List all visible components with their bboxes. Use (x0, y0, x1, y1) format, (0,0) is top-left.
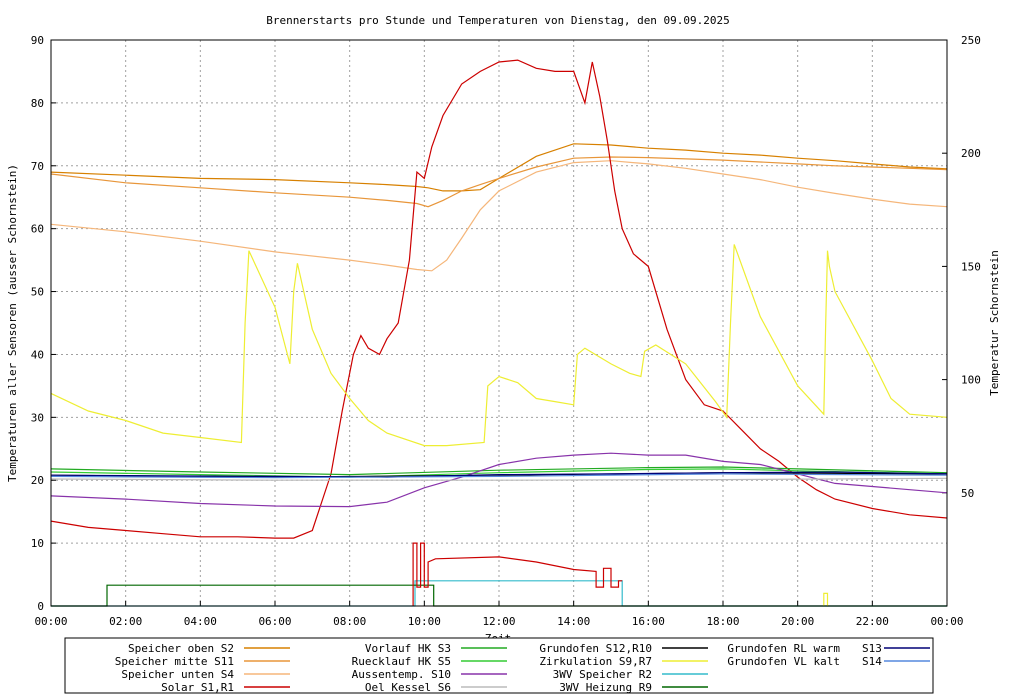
x-tick-label: 02:00 (109, 615, 142, 628)
y-tick-label: 40 (31, 348, 44, 361)
grid-lines (50, 39, 948, 607)
legend-label: 3WV Speicher R2 (553, 668, 652, 681)
series-line-speicher-2 (50, 160, 948, 272)
x-tick-label: 10:00 (408, 615, 441, 628)
legend-label: Grundofen VL kalt (727, 655, 840, 668)
x-tick-label: 06:00 (258, 615, 291, 628)
x-tick-label: 22:00 (856, 615, 889, 628)
legend-label: Aussentemp. S10 (352, 668, 451, 681)
legend-label: Oel Kessel S6 (365, 681, 451, 694)
y-tick-label: 20 (31, 474, 44, 487)
y-tick-label: 10 (31, 537, 44, 550)
x-tick-label: 20:00 (781, 615, 814, 628)
plot-frame (50, 39, 948, 607)
x-tick-label: 04:00 (184, 615, 217, 628)
series-line-vorlauf-4 (50, 466, 948, 476)
series-line-aussentemp.-6 (50, 452, 948, 508)
y2-tick-label: 150 (961, 260, 981, 273)
x-tick-label: 18:00 (706, 615, 739, 628)
legend-sensor: S13 (862, 642, 882, 655)
series-line-solar-3 (50, 59, 948, 539)
x-tick-label: 00:00 (34, 615, 67, 628)
legend-label: 3WV Heizung R9 (559, 681, 652, 694)
x-tick-label: 12:00 (482, 615, 515, 628)
y-tick-label: 90 (31, 34, 44, 47)
series-line-oel-7 (50, 477, 948, 481)
series-lines (50, 59, 948, 607)
x-tick-labels: 00:00 02:00 04:00 06:00 08:00 10:00 12:00 14:00… (34, 615, 963, 628)
y2-tick-labels: 50 100 150 200 250 (961, 34, 981, 500)
y-tick-label: 70 (31, 160, 44, 173)
y2-tick-label: 200 (961, 147, 981, 160)
legend-label: Speicher mitte S11 (115, 655, 234, 668)
y2-axis-label: Temperatur Schornstein (988, 250, 1001, 396)
x-tick-label: 08:00 (333, 615, 366, 628)
y-tick-label: 80 (31, 97, 44, 110)
y-axis-label: Temperaturen aller Sensoren (ausser Scho… (6, 164, 19, 482)
legend-label: Solar S1,R1 (161, 681, 234, 694)
x-tick-label: 16:00 (632, 615, 665, 628)
y-tick-label: 30 (31, 411, 44, 424)
legend-label: Grundofen RL warm (727, 642, 840, 655)
legend-label: Ruecklauf HK S5 (352, 655, 451, 668)
x-tick-label: 00:00 (930, 615, 963, 628)
series-line-speicher-1 (50, 156, 948, 208)
series-line-speicher-0 (50, 143, 948, 192)
burner-starts-line (412, 542, 623, 606)
legend-sensor: S14 (862, 655, 882, 668)
y2-tick-label: 50 (961, 487, 974, 500)
legend-label: Zirkulation S9,R7 (539, 655, 652, 668)
y-tick-label: 60 (31, 223, 44, 236)
legend-label: Grundofen S12,R10 (539, 642, 652, 655)
legend-label: Speicher oben S2 (128, 642, 234, 655)
zirkulation-marker (823, 592, 829, 606)
y2-tick-label: 250 (961, 34, 981, 47)
y-tick-label: 50 (31, 286, 44, 299)
legend-label: Vorlauf HK S3 (365, 642, 451, 655)
legend-box (64, 637, 934, 694)
y2-tick-label: 100 (961, 374, 981, 387)
series-line-grundofen-12 (50, 471, 948, 478)
series-line-grundofen-13 (50, 473, 948, 479)
series-line-zirkulation-9 (50, 244, 948, 447)
legend-label: Speicher unten S4 (121, 668, 234, 681)
chart-title: Brennerstarts pro Stunde und Temperature… (266, 14, 730, 27)
y-tick-labels: 0 10 20 30 40 50 60 70 80 90 (31, 34, 44, 613)
x-tick-label: 14:00 (557, 615, 590, 628)
y-tick-label: 0 (37, 600, 44, 613)
